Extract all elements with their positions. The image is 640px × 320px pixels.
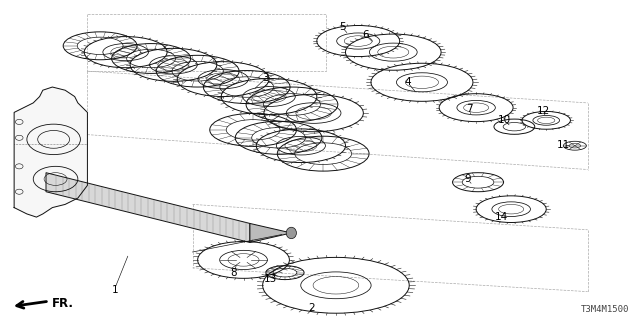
Polygon shape — [250, 223, 291, 243]
Text: 10: 10 — [498, 115, 511, 125]
Text: 9: 9 — [465, 174, 471, 184]
Text: T3M4M1500: T3M4M1500 — [580, 305, 629, 314]
Text: 13: 13 — [264, 274, 277, 284]
Text: 14: 14 — [495, 212, 508, 222]
Text: 4: 4 — [404, 77, 412, 87]
Text: 3: 3 — [262, 73, 269, 83]
Text: 12: 12 — [536, 106, 550, 116]
Text: 6: 6 — [363, 30, 369, 40]
Text: 8: 8 — [230, 268, 237, 278]
Text: 11: 11 — [557, 140, 570, 150]
Text: FR.: FR. — [52, 297, 74, 310]
Text: 2: 2 — [308, 302, 315, 313]
Polygon shape — [14, 87, 88, 217]
Text: 5: 5 — [339, 22, 346, 32]
Text: 7: 7 — [466, 104, 472, 114]
Ellipse shape — [286, 227, 296, 239]
Text: 1: 1 — [111, 285, 118, 295]
Polygon shape — [46, 173, 250, 243]
